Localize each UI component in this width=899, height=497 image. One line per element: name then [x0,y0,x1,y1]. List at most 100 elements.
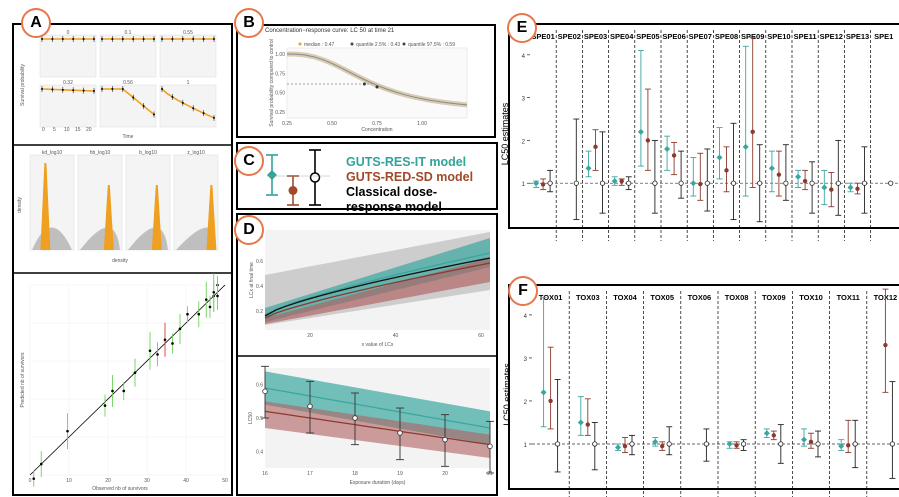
lc50-ytick: 3 [522,97,526,103]
lc50-point-red [548,398,553,404]
survival-point [213,116,215,119]
lc50-column-header: TOX01 [539,293,563,302]
lc50-point-red [829,187,834,192]
survival-point [101,88,103,90]
ppc-xtick: 30 [144,478,150,484]
panel-d-bottom-point [397,430,403,436]
survival-facet-panel [39,84,97,128]
survival-point [41,38,43,40]
survival-xlabel: Time [123,134,134,140]
ppc-point [156,353,159,356]
lc50-point-classical [678,180,684,186]
lc50-point-classical [861,180,868,186]
survival-point [72,38,75,40]
panel-d-top-xtick: 20 [307,333,313,339]
lc50-point-red [585,422,590,427]
badge-b: B [234,8,264,38]
density-posterior [151,185,162,250]
ppc-point [186,312,189,316]
lc50-column-header: SPE05 [636,32,659,41]
panel-b-curve [286,53,468,106]
ppc-xtick: 10 [66,478,72,484]
survival-point [153,38,155,40]
lc50-point-red [724,168,729,173]
lc50-point-teal [768,165,775,172]
survival-point [72,89,75,92]
survival-facet-label: 0.32 [63,80,73,86]
survival-point [142,38,145,40]
lc50-point-red [698,181,703,187]
lc50-point-classical [730,180,737,186]
panel-d-bottom-point [442,436,448,443]
lc50-column-header: SPE02 [558,32,581,41]
lc50-column-header: SPE1 [874,32,893,41]
survival-facet-panel [99,84,157,128]
ppc-point [204,298,208,301]
lc50-column-header: TOX08 [725,293,749,302]
legend-guts-res-it: GUTS-RES-IT model [346,155,467,169]
lc50-point-classical [815,441,821,447]
survival-point [82,89,85,92]
ppc-point [197,312,201,316]
survival-point [202,38,205,40]
panel-d-top-line-classical [264,257,491,317]
survival-point [192,38,195,40]
badge-f: F [508,276,538,306]
panel-d-top-line-red [264,262,491,319]
panel-d-top-ytick: 0.2 [256,309,263,315]
lc50-point-red [540,182,546,187]
lc50-point-classical [592,441,598,447]
lc50-point-red [846,443,851,448]
lc50-point-classical [703,441,710,447]
legend-symbol-open-circle [309,172,321,183]
lc50-column-header: TOX03 [576,293,600,302]
lc50-point-red [776,172,782,177]
density-posterior [206,185,217,250]
survival-facet-panel [99,34,157,78]
survival-facet-label: 0.56 [123,80,133,86]
panel-b-ytick: 1.00 [275,52,285,58]
panel-b-legend-key [350,42,354,46]
lc50-point-teal [847,184,854,191]
ppc-xtick: 0 [29,478,32,484]
ppc-point [216,294,219,298]
lc50-point-teal [690,180,697,187]
lc50-column-header: TOX06 [688,293,712,302]
lc50-point-teal [821,184,828,191]
lc50-column-header: SPE13 [846,32,869,41]
lc50-column-header: TOX09 [762,293,786,302]
survival-point [142,105,145,107]
lc50-point-classical [554,441,561,447]
lc50-point-classical [835,180,841,186]
panel-d-bottom-xlabel: Exposure duration (days) [350,480,406,486]
lc50-point-red [855,186,860,191]
survival-xtick: 0 [42,127,45,133]
lc50-point-red [771,433,776,438]
ppc-point [39,462,43,466]
density-posterior [40,163,51,250]
panel-d-bottom-point [352,415,358,421]
panel-f [508,284,899,490]
survival-point [181,101,184,104]
ppc-point [212,291,216,294]
panel-d-bottom-xtick: 20 [442,471,448,477]
panel-d-bottom-line-teal [264,387,491,429]
lc50-point-teal [585,165,592,172]
density-facet-label: b_log10 [139,150,157,156]
lc50-column-header: TOX04 [613,293,637,302]
panel-d-bottom-ytick: 0.5 [256,416,263,422]
panel-d-bottom-ytick: 0.4 [256,449,263,455]
lc50-ylabel: LC50 estimates [500,102,510,165]
ppc-point [103,404,107,407]
lc50-column-header: TOX05 [650,293,674,302]
badge-c: C [234,146,264,176]
panel-b-legend-text: quantile 2.5% : 0.43 [356,42,400,48]
panel-b-ytick: 0.25 [275,110,285,116]
lc50-point-classical [547,180,553,186]
lc50-point-classical [573,180,579,186]
lc50-point-red [671,153,677,158]
lc50-ytick: 1 [524,443,528,449]
panel-d-top-xtick: 40 [393,333,399,339]
